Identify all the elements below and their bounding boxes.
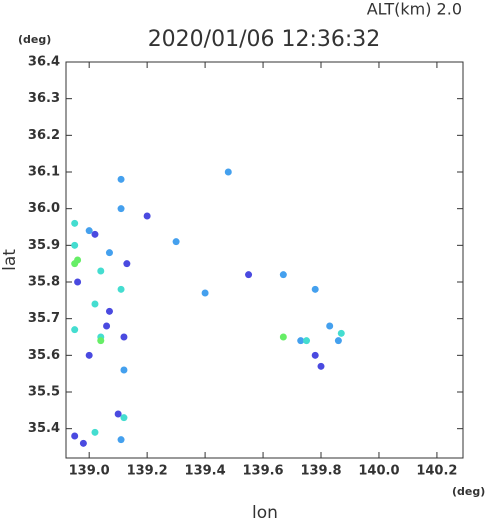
x-tick-label: 139.6 bbox=[242, 464, 283, 479]
echo-point bbox=[79, 439, 87, 447]
y-unit: (deg) bbox=[18, 33, 51, 46]
echo-point bbox=[71, 241, 79, 249]
echo-point bbox=[71, 326, 79, 334]
echo-point bbox=[311, 285, 319, 293]
echo-point bbox=[334, 337, 342, 345]
x-tick-label: 139.0 bbox=[69, 464, 110, 479]
echo-point bbox=[123, 260, 131, 268]
echo-point bbox=[71, 432, 79, 440]
echo-point bbox=[201, 289, 209, 297]
y-tick-label: 35.8 bbox=[28, 275, 60, 290]
x-tick-label: 140.2 bbox=[416, 464, 457, 479]
y-tick-label: 36.2 bbox=[28, 128, 60, 143]
echo-point bbox=[105, 307, 113, 315]
y-tick-label: 35.4 bbox=[28, 421, 60, 436]
plot-frame bbox=[65, 61, 464, 459]
echo-point bbox=[97, 337, 105, 345]
echo-point bbox=[245, 271, 253, 279]
echo-point bbox=[172, 238, 180, 246]
echo-point bbox=[117, 285, 125, 293]
echo-point bbox=[120, 366, 128, 374]
echo-point bbox=[74, 256, 82, 264]
x-tick-label: 140.0 bbox=[358, 464, 399, 479]
echo-point bbox=[114, 410, 122, 418]
y-tick-label: 35.5 bbox=[28, 385, 60, 400]
echo-point bbox=[117, 436, 125, 444]
y-tick-label: 36.3 bbox=[28, 91, 60, 106]
altitude-label: ALT(km) 2.0 bbox=[367, 0, 462, 19]
y-tick-label: 35.7 bbox=[28, 311, 60, 326]
echo-point bbox=[117, 175, 125, 183]
x-tick-label: 139.2 bbox=[127, 464, 168, 479]
y-tick-label: 36.0 bbox=[28, 201, 60, 216]
echo-point bbox=[311, 351, 319, 359]
echo-point bbox=[71, 219, 79, 227]
echo-point bbox=[120, 333, 128, 341]
echo-point bbox=[224, 168, 232, 176]
echo-point bbox=[91, 428, 99, 436]
echo-point bbox=[297, 337, 305, 345]
echo-point bbox=[103, 322, 111, 330]
echo-point bbox=[120, 414, 128, 422]
echo-point bbox=[303, 337, 311, 345]
x-axis-label: lon bbox=[252, 503, 278, 521]
echo-point bbox=[105, 249, 113, 257]
echo-point bbox=[85, 351, 93, 359]
echo-point bbox=[91, 230, 99, 238]
echo-point bbox=[91, 300, 99, 308]
echo-point bbox=[117, 205, 125, 213]
echo-point bbox=[279, 271, 287, 279]
echo-point bbox=[97, 267, 105, 275]
y-tick-label: 36.4 bbox=[28, 55, 60, 70]
x-unit: (deg) bbox=[452, 485, 485, 498]
chart-title: 2020/01/06 12:36:32 bbox=[148, 27, 381, 52]
y-tick-label: 35.6 bbox=[28, 348, 60, 363]
echo-point bbox=[74, 278, 82, 286]
y-tick-label: 36.1 bbox=[28, 165, 60, 180]
echo-point bbox=[326, 322, 334, 330]
echo-point bbox=[279, 333, 287, 341]
y-axis-label: lat bbox=[0, 249, 20, 271]
echo-point bbox=[143, 212, 151, 220]
echo-point bbox=[317, 362, 325, 370]
echo-point bbox=[85, 227, 93, 235]
y-tick-label: 35.9 bbox=[28, 238, 60, 253]
echo-point bbox=[337, 329, 345, 337]
x-tick-label: 139.8 bbox=[300, 464, 341, 479]
x-tick-label: 139.4 bbox=[185, 464, 226, 479]
